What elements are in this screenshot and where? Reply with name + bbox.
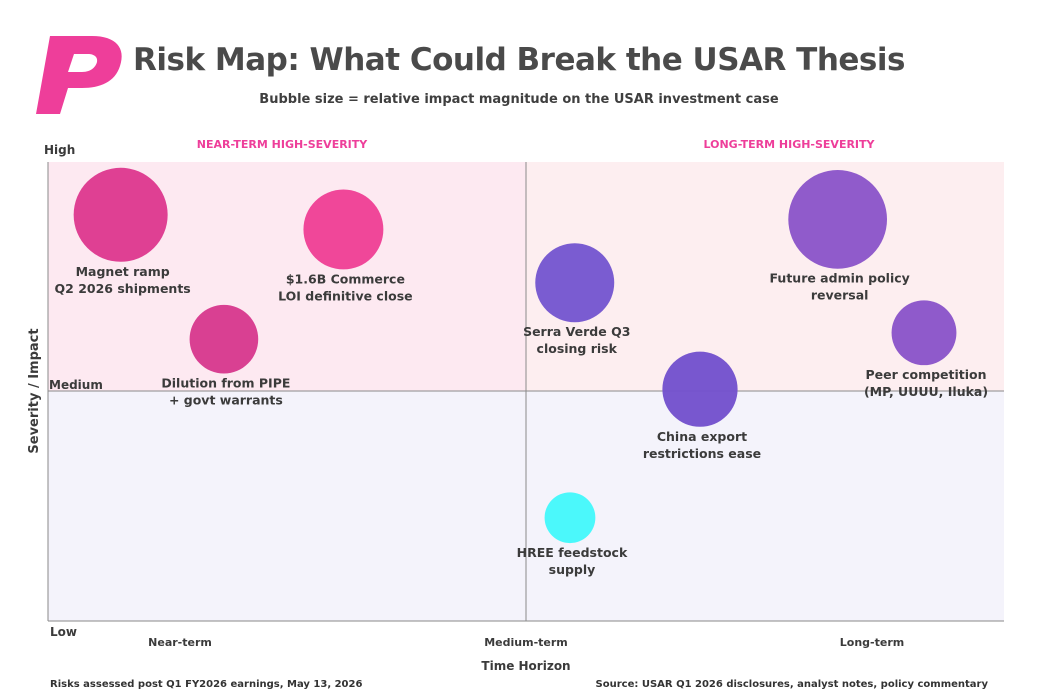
bubble-label: China export	[657, 429, 747, 444]
x-tick-label: Long-term	[840, 636, 904, 649]
bubble-series	[73, 167, 957, 544]
quadrant-label: LONG-TERM HIGH-SEVERITY	[703, 138, 875, 151]
footer-source: Source: USAR Q1 2026 disclosures, analys…	[595, 679, 988, 690]
y-tick-label: Medium	[49, 378, 103, 392]
bubble-label: Q2 2026 shipments	[55, 281, 191, 296]
quadrant-label: NEAR-TERM HIGH-SEVERITY	[197, 138, 369, 151]
bubble-label: Peer competition	[865, 367, 986, 382]
x-tick-label: Medium-term	[484, 636, 568, 649]
bubble-label: Dilution from PIPE	[161, 375, 290, 390]
bubble-label: + govt warrants	[169, 392, 283, 407]
bubble-label: HREE feedstock	[517, 545, 628, 560]
brand-logo	[36, 36, 122, 114]
chart-axes: NEAR-TERM HIGH-SEVERITY LONG-TERM HIGH-SE…	[27, 138, 1004, 673]
risk-bubble	[891, 300, 957, 366]
bubble-label: Magnet ramp	[76, 264, 170, 279]
chart-title: Risk Map: What Could Break the USAR Thes…	[133, 42, 905, 78]
bubble-labels: Magnet ramp Q2 2026 shipments $1.6B Commer…	[55, 264, 989, 577]
bubble-label: $1.6B Commerce	[286, 271, 405, 286]
bubble-label: Future admin policy	[770, 271, 910, 286]
bubble-label: Serra Verde Q3	[523, 324, 630, 339]
bubble-label: closing risk	[537, 341, 618, 356]
y-axis-title: Severity / Impact	[27, 328, 42, 453]
footer-note: Risks assessed post Q1 FY2026 earnings, …	[50, 679, 363, 690]
risk-bubble	[73, 167, 168, 262]
x-tick-label: Near-term	[148, 636, 212, 649]
risk-bubble	[303, 189, 384, 270]
risk-bubble	[788, 170, 888, 269]
risk-bubble	[189, 304, 259, 374]
risk-bubble	[535, 243, 615, 323]
bubble-label: reversal	[811, 288, 869, 303]
bubble-label: restrictions ease	[643, 446, 761, 461]
brand-logo-mark	[36, 36, 122, 114]
y-tick-label: High	[44, 143, 75, 157]
bubble-label: LOI definitive close	[278, 288, 412, 303]
y-tick-label: Low	[50, 625, 77, 639]
chart-subtitle: Bubble size = relative impact magnitude …	[259, 92, 779, 107]
risk-bubble	[544, 492, 596, 544]
bubble-label: supply	[549, 562, 596, 577]
x-axis-title: Time Horizon	[481, 659, 570, 673]
bubble-label: (MP, UUUU, Iluka)	[864, 384, 988, 399]
risk-bubble	[662, 351, 738, 427]
